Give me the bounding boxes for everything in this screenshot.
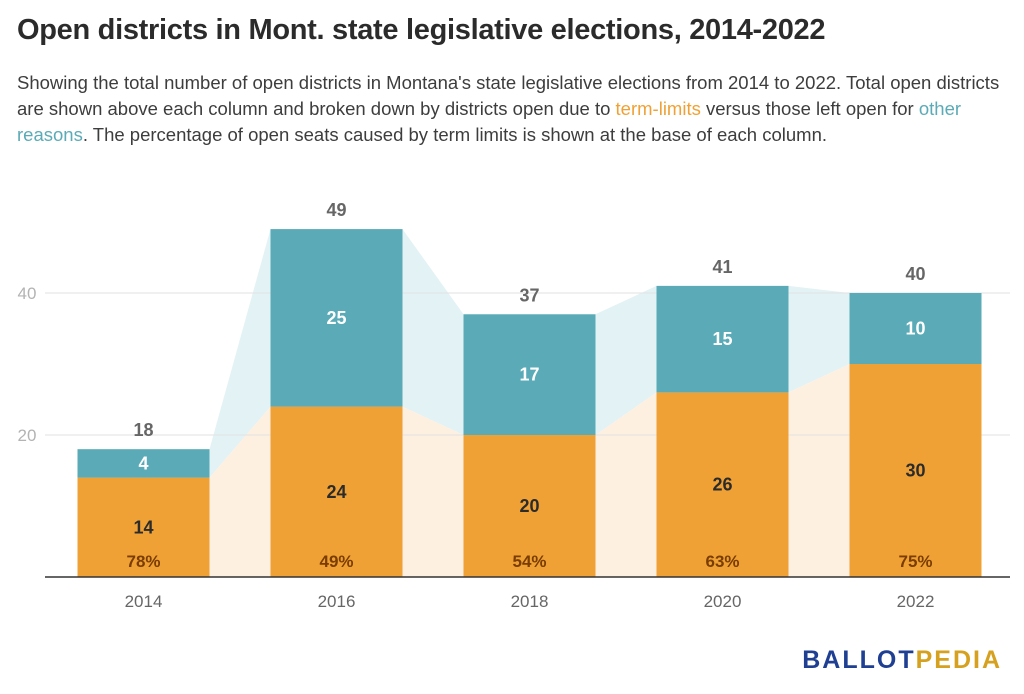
data-label-term-limits: 26	[712, 475, 732, 495]
logo-part-pedia: PEDIA	[915, 646, 1002, 674]
bar-term-limits	[463, 435, 596, 577]
stacked-bar-chart: 20 40 14 4 18 78% 2014 24 25 49 49% 2016 20 17 37 54% 20…	[18, 200, 1010, 611]
data-label-total: 40	[905, 264, 925, 284]
data-label-other-reasons: 17	[519, 365, 539, 385]
data-label-other-reasons: 25	[326, 308, 346, 328]
data-label-total: 37	[519, 285, 539, 305]
subtitle-text-1: Showing the total number of open distric…	[17, 72, 1000, 119]
chart-subtitle: Showing the total number of open distric…	[17, 70, 1012, 148]
bar-other-reasons	[656, 285, 789, 393]
data-label-term-limits: 24	[326, 482, 346, 502]
data-label-other-reasons: 10	[905, 319, 925, 339]
subtitle-text-2: versus those left open for	[700, 98, 919, 119]
logo-part-ballot: BALLOT	[802, 646, 916, 674]
x-tick-label: 2022	[897, 592, 935, 611]
data-label-percent: 49%	[319, 552, 353, 571]
data-label-percent: 75%	[898, 552, 932, 571]
data-label-percent: 63%	[705, 552, 739, 571]
x-tick-label: 2020	[704, 592, 742, 611]
data-label-total: 18	[133, 420, 153, 440]
bar-other-reasons	[849, 293, 982, 364]
x-tick-label: 2016	[318, 592, 356, 611]
data-label-total: 49	[326, 200, 346, 220]
data-label-term-limits: 30	[905, 461, 925, 481]
data-label-percent: 78%	[126, 552, 160, 571]
ballotpedia-logo: BALLOTPEDIA	[802, 646, 1002, 675]
x-tick-label: 2018	[511, 592, 549, 611]
data-label-percent: 54%	[512, 552, 546, 571]
data-label-term-limits: 14	[133, 517, 153, 537]
bar-other-reasons	[270, 229, 403, 407]
data-label-other-reasons: 15	[712, 329, 732, 349]
bar-other-reasons	[77, 449, 210, 478]
subtitle-term-limits: term-limits	[615, 98, 701, 119]
subtitle-text-3: . The percentage of open seats caused by…	[82, 124, 828, 145]
bar-term-limits	[656, 392, 789, 577]
y-tick-label: 20	[18, 426, 37, 445]
subtitle-other-reasons: other reasons	[17, 98, 962, 145]
bar-other-reasons	[463, 314, 596, 435]
bar-term-limits	[849, 364, 982, 577]
data-label-total: 41	[712, 257, 732, 277]
x-tick-label: 2014	[125, 592, 163, 611]
bar-term-limits	[77, 477, 210, 577]
chart-title: Open districts in Mont. state legislativ…	[17, 14, 826, 46]
bar-term-limits	[270, 406, 403, 577]
y-tick-label: 40	[18, 284, 37, 303]
data-label-term-limits: 20	[519, 496, 539, 516]
data-label-other-reasons: 4	[138, 453, 148, 473]
